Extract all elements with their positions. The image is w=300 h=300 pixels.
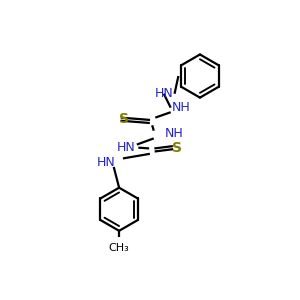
Text: HN: HN [97,156,115,169]
Text: NH: NH [164,127,183,140]
Text: HN: HN [116,141,135,154]
Text: S: S [172,141,182,155]
Text: S: S [119,112,130,126]
Text: NH: NH [172,101,191,114]
Text: CH₃: CH₃ [109,243,130,253]
Text: HN: HN [154,87,173,100]
